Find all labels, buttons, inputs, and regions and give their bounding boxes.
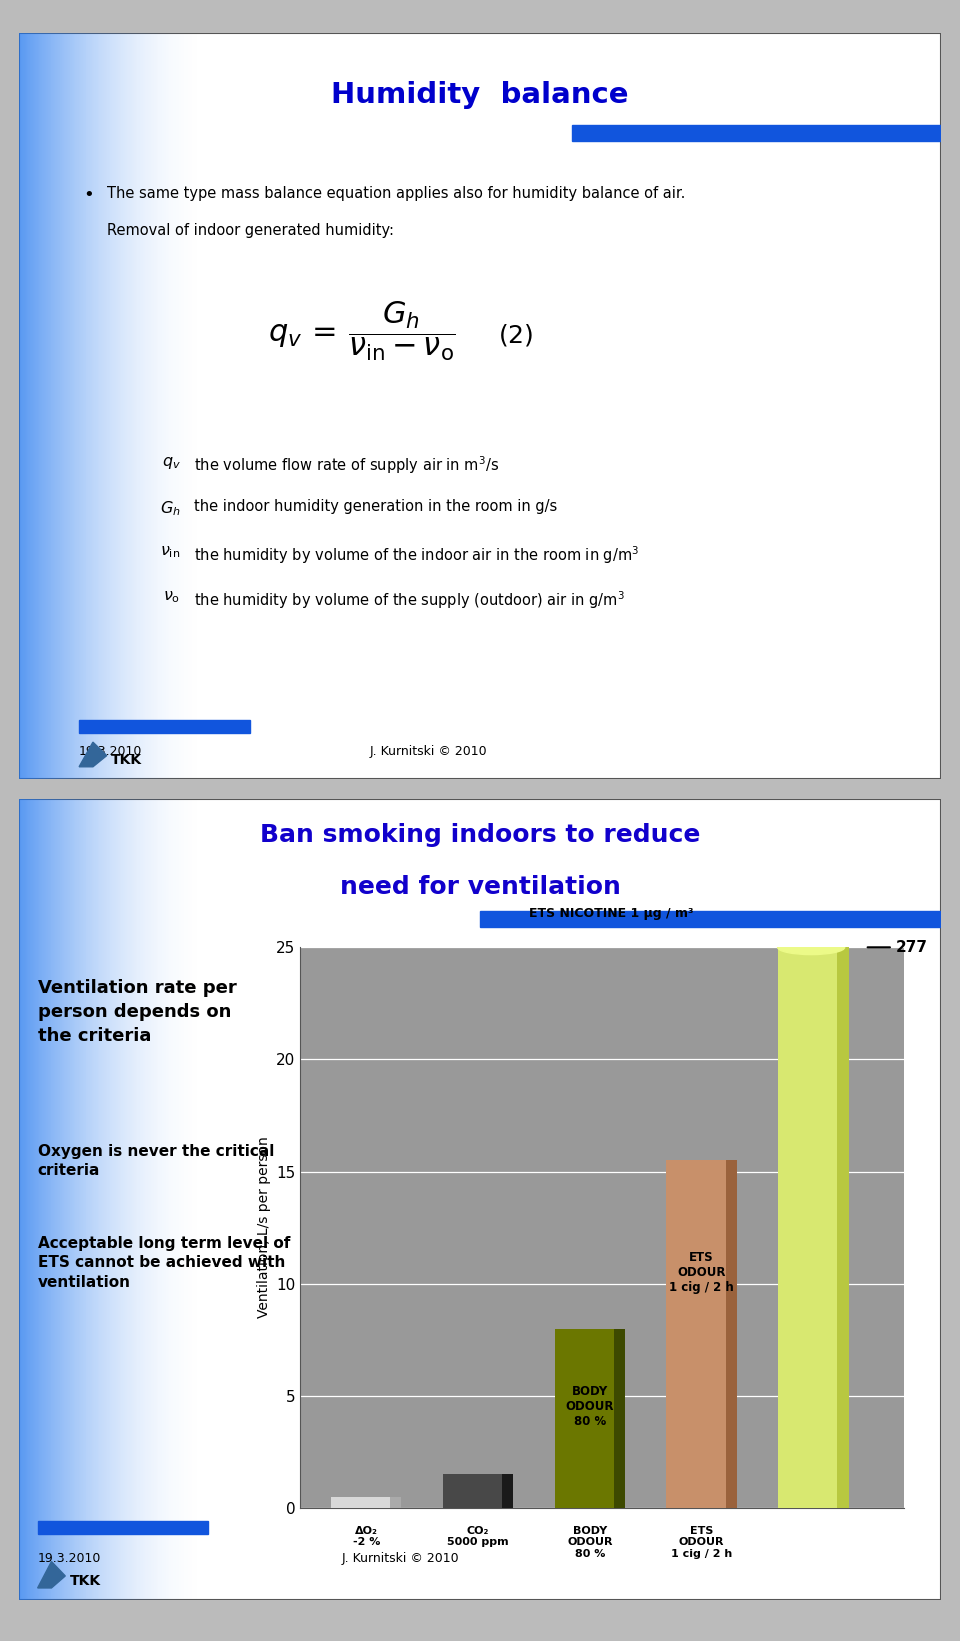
Text: $q_v\, =\, \dfrac{G_h}{\nu_{\mathrm{in}}-\nu_{\mathrm{o}}}$: $q_v\, =\, \dfrac{G_h}{\nu_{\mathrm{in}}… — [268, 300, 456, 363]
Bar — [613, 1329, 625, 1508]
Y-axis label: Ventilation, L/s per person: Ventilation, L/s per person — [256, 1137, 271, 1318]
Text: Humidity  balance: Humidity balance — [331, 82, 629, 110]
Text: Oxygen is never the critical
criteria: Oxygen is never the critical criteria — [37, 1144, 274, 1178]
Text: ETS NICOTINE 1 μg / m³: ETS NICOTINE 1 μg / m³ — [530, 907, 694, 921]
FancyBboxPatch shape — [19, 33, 941, 779]
Bar — [726, 1160, 737, 1508]
Text: TKK: TKK — [70, 1574, 101, 1588]
Bar — [79, 720, 250, 734]
Text: CO₂
5000 ppm: CO₂ 5000 ppm — [447, 1526, 509, 1547]
Text: Removal of indoor generated humidity:: Removal of indoor generated humidity: — [107, 223, 394, 238]
Bar — [331, 1497, 393, 1508]
Text: The same type mass balance equation applies also for humidity balance of air.: The same type mass balance equation appl… — [107, 185, 685, 200]
Bar — [37, 1521, 208, 1534]
Text: Ventilation rate per
person depends on
the criteria: Ventilation rate per person depends on t… — [37, 980, 236, 1045]
Bar — [502, 1474, 514, 1508]
Text: 19.3.2010: 19.3.2010 — [37, 1552, 101, 1566]
Bar — [555, 1329, 616, 1508]
Text: need for ventilation: need for ventilation — [340, 875, 620, 899]
Text: ΔO₂
-2 %: ΔO₂ -2 % — [352, 1526, 380, 1547]
Text: BODY
ODOUR
80 %: BODY ODOUR 80 % — [565, 1385, 614, 1428]
Text: $(2)$: $(2)$ — [498, 322, 534, 348]
Text: BODY
ODOUR
80 %: BODY ODOUR 80 % — [567, 1526, 612, 1559]
Bar — [837, 947, 849, 1508]
Text: •: • — [84, 185, 94, 203]
Text: the indoor humidity generation in the room in g/s: the indoor humidity generation in the ro… — [194, 499, 558, 515]
Text: 277: 277 — [896, 940, 928, 955]
Text: J. Kurnitski © 2010: J. Kurnitski © 2010 — [342, 1552, 460, 1566]
Text: the humidity by volume of the supply (outdoor) air in g/m$^3$: the humidity by volume of the supply (ou… — [194, 589, 625, 610]
Text: $G_h$: $G_h$ — [159, 499, 180, 519]
Bar — [666, 1160, 728, 1508]
Bar — [779, 947, 840, 1508]
FancyBboxPatch shape — [19, 799, 941, 1600]
Bar — [443, 1474, 504, 1508]
Bar — [572, 125, 941, 141]
Text: Ban smoking indoors to reduce: Ban smoking indoors to reduce — [260, 824, 700, 847]
Polygon shape — [37, 1562, 65, 1588]
Text: J. Kurnitski © 2010: J. Kurnitski © 2010 — [370, 745, 487, 758]
Text: TKK: TKK — [111, 753, 142, 766]
Text: 19.3.2010: 19.3.2010 — [79, 745, 142, 758]
Text: Acceptable long term level of
ETS cannot be achieved with
ventilation: Acceptable long term level of ETS cannot… — [37, 1236, 290, 1290]
Text: the humidity by volume of the indoor air in the room in g/m$^3$: the humidity by volume of the indoor air… — [194, 545, 639, 566]
Ellipse shape — [778, 940, 845, 955]
Text: the volume flow rate of supply air in m$^3$/s: the volume flow rate of supply air in m$… — [194, 455, 499, 476]
Text: ETS
ODOUR
1 cig / 2 h: ETS ODOUR 1 cig / 2 h — [669, 1250, 734, 1295]
Text: $\nu_{\mathrm{o}}$: $\nu_{\mathrm{o}}$ — [163, 589, 180, 606]
Text: $\nu_{\mathrm{in}}$: $\nu_{\mathrm{in}}$ — [160, 545, 180, 560]
Polygon shape — [79, 742, 107, 766]
Text: $q_v$: $q_v$ — [161, 455, 180, 471]
Text: ETS
ODOUR
1 cig / 2 h: ETS ODOUR 1 cig / 2 h — [671, 1526, 732, 1559]
Bar — [391, 1497, 401, 1508]
Bar — [480, 911, 941, 927]
